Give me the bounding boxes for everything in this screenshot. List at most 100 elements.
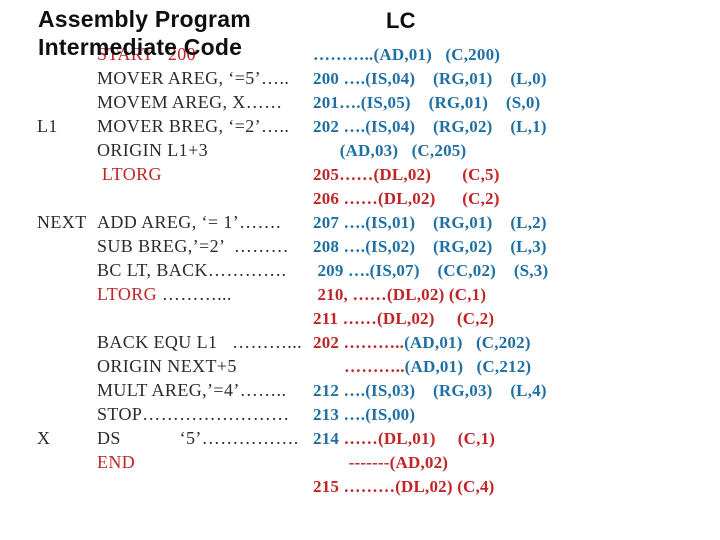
lc-text: 206 ……(DL,02) (C,2) <box>313 189 500 209</box>
lc-segment: 210, ……(DL,02) (C,1) <box>313 285 487 304</box>
lc-text: 211 ……(DL,02) (C,2) <box>313 309 494 329</box>
lc-text: 213 ….(IS,00) <box>313 405 415 425</box>
lc-segment: 209 ….(IS,07) (CC,02) (S,3) <box>313 261 549 280</box>
statement-segment: ORIGIN L1+3 <box>97 140 209 160</box>
lc-segment: ……(DL,01) (C,1) <box>343 429 496 448</box>
statement-text: MULT AREG,’=4’…….. <box>97 380 286 401</box>
statement-segment: MOVEM AREG, X…… <box>97 92 283 112</box>
code-row: END -------(AD,02) <box>0 452 720 476</box>
code-row: START 200 ………..(AD,01) (C,200) <box>0 44 720 68</box>
code-row: BACK EQU L1 ………... 202 ………..(AD,01) (C,20… <box>0 332 720 356</box>
statement-segment: LTORG <box>97 164 162 184</box>
lc-segment: 213 ….(IS,00) <box>313 405 416 424</box>
statement-segment: BC LT, BACK…………. <box>97 260 287 280</box>
lc-segment: 200 ….(IS,04) (RG,01) (L,0) <box>313 69 547 88</box>
lc-segment: 202 ……….. <box>313 333 405 352</box>
lc-column-header: LC <box>386 8 416 33</box>
code-row: ORIGIN L1+3 (AD,03) (C,205) <box>0 140 720 164</box>
lc-segment: -------(AD,02) <box>313 453 449 472</box>
code-row: BC LT, BACK…………. 209 ….(IS,07) (CC,02) (… <box>0 260 720 284</box>
code-row: L1 MOVER BREG, ‘=2’….. 202 ….(IS,04) (RG,0… <box>0 116 720 140</box>
statement-text: MOVEM AREG, X…… <box>97 92 283 113</box>
lc-segment: (AD,01) (C,212) <box>404 357 532 376</box>
statement-segment: BACK EQU L1 ………... <box>97 332 302 352</box>
lc-segment: ………..(AD,01) (C,200) <box>313 45 501 64</box>
code-row: NEXT ADD AREG, ‘= 1’……. 207 ….(IS,01) (RG,… <box>0 212 720 236</box>
lc-text: 215 ………(DL,02) (C,4) <box>313 477 495 497</box>
code-row: 211 ……(DL,02) (C,2) <box>0 308 720 332</box>
code-row: LTORG 205……(DL,02) (C,5) <box>0 164 720 188</box>
statement-text: LTORG <box>97 164 162 185</box>
statement-text: STOP…………………… <box>97 404 290 425</box>
lc-segment: ……….. <box>313 357 405 376</box>
statement-segment: ADD AREG, ‘= 1’……. <box>97 212 281 232</box>
lc-text: 205……(DL,02) (C,5) <box>313 165 500 185</box>
lc-text: 209 ….(IS,07) (CC,02) (S,3) <box>313 261 548 281</box>
statement-text: BC LT, BACK…………. <box>97 260 286 281</box>
lc-text: 207 ….(IS,01) (RG,01) (L,2) <box>313 213 547 233</box>
statement-segment: MULT AREG,’=4’…….. <box>97 380 287 400</box>
lc-text: ………..(AD,01) (C,212) <box>313 357 531 377</box>
lc-segment: 202 ….(IS,04) (RG,02) (L,1) <box>313 117 547 136</box>
lc-segment: 201….(IS,05) (RG,01) (S,0) <box>313 93 541 112</box>
statement-text: ORIGIN L1+3 <box>97 140 208 161</box>
code-row: ORIGIN NEXT+5 ………..(AD,01) (C,212) <box>0 356 720 380</box>
statement-text: SUB BREG,’=2’ ……… <box>97 236 289 257</box>
statement-label: X <box>37 428 51 448</box>
lc-segment: 215 ………(DL,02) (C,4) <box>313 477 495 496</box>
statement-segment: MOVER AREG, ‘=5’….. <box>97 68 290 88</box>
lc-segment: 208 ….(IS,02) (RG,02) (L,3) <box>313 237 547 256</box>
code-row: MULT AREG,’=4’…….. 212 ….(IS,03) (RG,03) … <box>0 380 720 404</box>
statement-text: BACK EQU L1 ………... <box>97 332 302 353</box>
lc-text: -------(AD,02) <box>313 453 448 473</box>
statement-segment: ………... <box>161 284 232 304</box>
lc-segment: 214 <box>313 429 344 448</box>
code-row: MOVER AREG, ‘=5’….. 200 ….(IS,04) (RG,01)… <box>0 68 720 92</box>
lc-text: 200 ….(IS,04) (RG,01) (L,0) <box>313 69 547 89</box>
statement-segment: STOP…………………… <box>97 404 290 424</box>
lc-segment: 211 ……(DL,02) (C,2) <box>313 309 495 328</box>
statement-label: NEXT <box>37 212 87 232</box>
statement-text: ORIGIN NEXT+5 <box>97 356 237 377</box>
lc-segment: 206 ……(DL,02) (C,2) <box>313 189 500 208</box>
statement-segment: MOVER BREG, ‘=2’….. <box>97 116 290 136</box>
statement-segment: START 200 <box>97 44 197 64</box>
lc-text: 212 ….(IS,03) (RG,03) (L,4) <box>313 381 547 401</box>
statement-segment: LTORG <box>97 284 162 304</box>
lc-segment: 205……(DL,02) (C,5) <box>313 165 500 184</box>
statement-text: DS ‘5’……………. <box>97 428 299 449</box>
code-row: LTORG ………... 210, ……(DL,02) (C,1) <box>0 284 720 308</box>
lc-text: 201….(IS,05) (RG,01) (S,0) <box>313 93 540 113</box>
lc-segment: 207 ….(IS,01) (RG,01) (L,2) <box>313 213 547 232</box>
statement-segment: DS ‘5’……………. <box>97 428 299 448</box>
statement-text: END <box>97 452 135 473</box>
code-row: 215 ………(DL,02) (C,4) <box>0 476 720 500</box>
lc-text: 214 ……(DL,01) (C,1) <box>313 429 495 449</box>
code-row: 206 ……(DL,02) (C,2) <box>0 188 720 212</box>
statement-text: MOVER BREG, ‘=2’….. <box>97 116 289 137</box>
statement-text: START 200 <box>97 44 196 65</box>
statement-label: L1 <box>37 116 58 136</box>
lc-text: 210, ……(DL,02) (C,1) <box>313 285 486 305</box>
statement-segment: ORIGIN NEXT+5 <box>97 356 237 376</box>
code-row: MOVEM AREG, X…… 201….(IS,05) (RG,01) (S,0… <box>0 92 720 116</box>
lc-segment: 212 ….(IS,03) (RG,03) (L,4) <box>313 381 547 400</box>
statement-segment: SUB BREG,’=2’ ……… <box>97 236 290 256</box>
statement-text: LTORG ………... <box>97 284 232 305</box>
lc-text: ………..(AD,01) (C,200) <box>313 45 500 65</box>
code-row: STOP…………………… 213 ….(IS,00) <box>0 404 720 428</box>
lc-segment: (AD,01) (C,202) <box>404 333 531 352</box>
statement-text: ADD AREG, ‘= 1’……. <box>97 212 281 233</box>
page-title-line2: Intermediate Code <box>38 34 243 60</box>
code-row: X DS ‘5’……………. 214 ……(DL,01) (C,1) <box>0 428 720 452</box>
page-title-line1: Assembly Program <box>38 6 251 32</box>
lc-text: 202 ….(IS,04) (RG,02) (L,1) <box>313 117 547 137</box>
lc-segment: (AD,03) (C,205) <box>313 141 467 160</box>
code-row: SUB BREG,’=2’ ……… 208 ….(IS,02) (RG,02) (… <box>0 236 720 260</box>
lc-text: 202 ………..(AD,01) (C,202) <box>313 333 531 353</box>
statement-segment: END <box>97 452 136 472</box>
lc-text: (AD,03) (C,205) <box>313 141 466 161</box>
statement-text: MOVER AREG, ‘=5’….. <box>97 68 289 89</box>
lc-text: 208 ….(IS,02) (RG,02) (L,3) <box>313 237 547 257</box>
